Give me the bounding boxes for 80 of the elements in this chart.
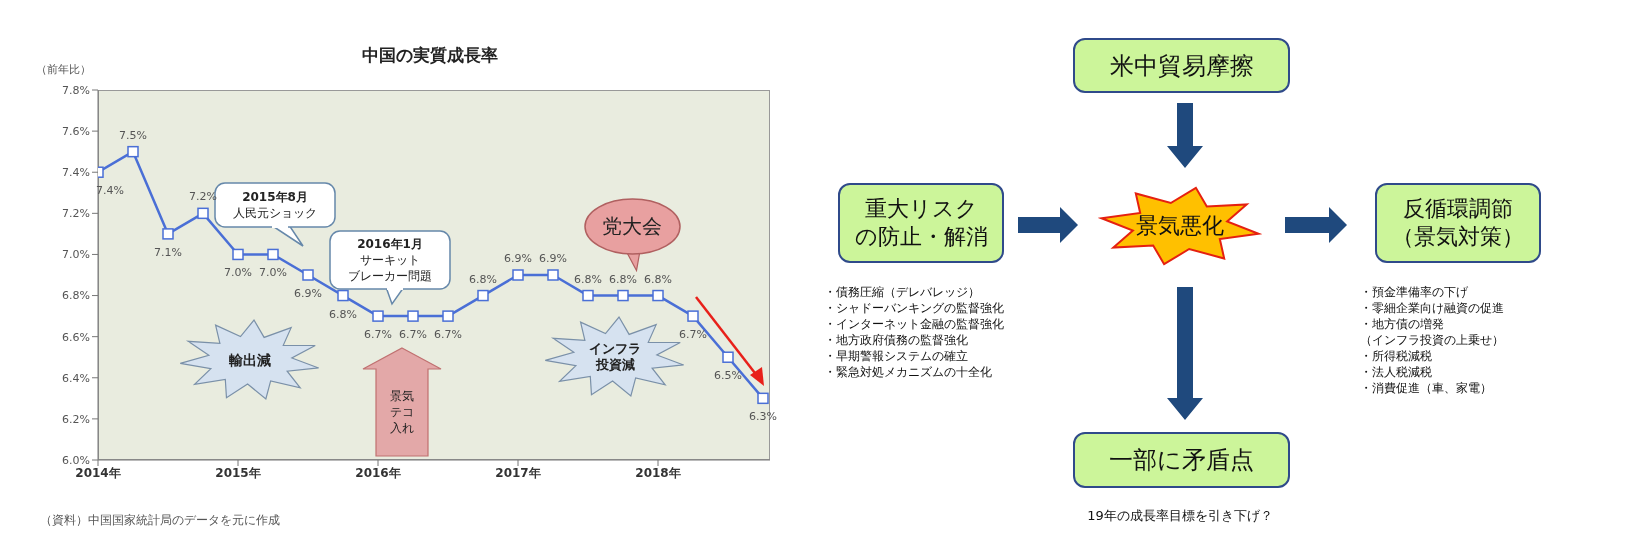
y-tick-label: 7.2% [62, 207, 90, 221]
text: 米中貿易摩擦 [1108, 50, 1255, 81]
y-tick-label: 6.6% [62, 330, 90, 344]
data-label: 7.0% [224, 266, 252, 280]
data-label: 6.7% [434, 328, 462, 342]
y-tick-label: 6.2% [62, 412, 90, 426]
text: ・所得税減税 [1360, 348, 1433, 364]
data-label: 7.5% [119, 128, 147, 142]
data-label: 6.3% [749, 410, 777, 424]
point [722, 351, 734, 363]
y-tick-label: 6.4% [62, 371, 90, 385]
data-label: 6.8% [329, 307, 357, 321]
y-axis-title: （前年比） [36, 62, 91, 77]
text: ・地方債の増発 [1360, 316, 1445, 332]
text: ・法人税減税 [1360, 364, 1433, 380]
x-tick-label: 2015年 [215, 465, 261, 480]
text: ・インターネット金融の監督強化 [824, 316, 1005, 332]
point [267, 248, 279, 261]
point [442, 310, 454, 322]
y-tick-label: 7.0% [62, 248, 90, 262]
annotation: インフラ投資減 [588, 341, 642, 373]
text: （インフラ投資の上乗せ） [1360, 332, 1505, 348]
point [407, 310, 419, 322]
point [232, 248, 244, 261]
text: 反循環調節（景気対策） [1391, 195, 1525, 251]
point [162, 228, 174, 240]
text: 重大リスクの防止・解消 [853, 195, 989, 251]
data-label: 7.1% [154, 245, 182, 259]
y-tick-label: 7.6% [62, 125, 90, 139]
data-label: 7.0% [259, 266, 287, 280]
chart-title: 中国の実質成長率 [361, 44, 499, 67]
text: ・早期警報システムの確立 [824, 348, 969, 364]
point [617, 289, 629, 302]
text: ・零細企業向け融資の促進 [1360, 300, 1505, 316]
point [512, 269, 524, 281]
data-label: 6.9% [294, 287, 322, 300]
text: （資料）中国国家統計局のデータを元に作成 [40, 512, 281, 528]
data-label: 6.8% [644, 272, 672, 286]
data-label: 6.5% [714, 369, 742, 383]
data-label: 6.8% [574, 272, 602, 286]
annotation: 景気テコ入れ [389, 388, 415, 436]
text: ・地方政府債務の監督強化 [824, 332, 969, 348]
data-label: 6.9% [504, 252, 532, 265]
data-label: 6.9% [539, 252, 567, 265]
text: ・預金準備率の下げ [1360, 284, 1469, 300]
data-label: 6.8% [609, 272, 637, 286]
y-tick-label: 7.4% [62, 166, 90, 180]
y-tick-label: 6.0% [62, 453, 90, 467]
point [477, 289, 489, 302]
text: ・緊急対処メカニズムの十全化 [824, 364, 993, 380]
data-label: 6.8% [469, 272, 497, 286]
y-tick-label: 6.8% [62, 289, 90, 303]
text: 景気悪化 [1135, 212, 1225, 240]
point [302, 269, 314, 281]
point [757, 392, 769, 405]
data-label: 6.7% [679, 328, 707, 342]
x-tick-label: 2016年 [355, 465, 401, 480]
annotation: 2016年1月サーキットブレーカー問題 [347, 236, 433, 284]
data-label: 6.7% [399, 328, 427, 342]
point [372, 310, 384, 322]
data-label: 6.7% [364, 328, 392, 342]
point [687, 310, 699, 322]
point [337, 289, 349, 302]
text: ・シャドーバンキングの監督強化 [824, 300, 1005, 316]
text: ・債務圧縮（デレバレッジ） [824, 284, 981, 300]
x-tick-label: 2014年 [75, 465, 121, 480]
y-tick-label: 7.8% [62, 83, 90, 97]
text: 一部に矛盾点 [1108, 445, 1255, 475]
annotation: 2015年8月人民元ショック [232, 189, 318, 221]
point [127, 145, 139, 158]
x-tick-label: 2018年 [635, 465, 681, 480]
text: 19年の成長率目標を引き下げ？ [1086, 507, 1274, 525]
point [652, 289, 664, 302]
point [547, 269, 559, 281]
annotation: 輸出減 [228, 352, 272, 368]
text: ・消費促進（車、家電） [1360, 380, 1493, 396]
point [582, 289, 594, 302]
annotation: 党大会 [601, 214, 663, 238]
x-tick-label: 2017年 [495, 465, 541, 480]
point [197, 207, 209, 220]
